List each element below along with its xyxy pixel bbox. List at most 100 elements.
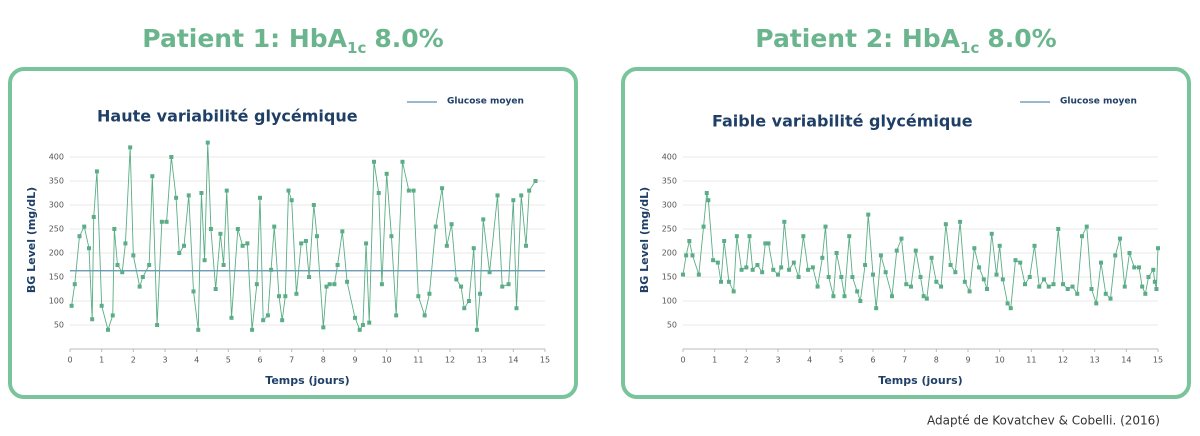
- data-point: [137, 284, 142, 289]
- data-point: [791, 260, 796, 265]
- data-point: [731, 289, 736, 294]
- data-point: [981, 277, 986, 282]
- data-point: [1046, 284, 1051, 289]
- y-tick-label: 250: [662, 225, 677, 234]
- data-point: [1143, 291, 1148, 296]
- data-point: [839, 275, 844, 279]
- data-point: [150, 174, 155, 179]
- y-tick-label: 200: [49, 249, 64, 258]
- y-tick-label: 50: [667, 321, 677, 330]
- panel-frame: [8, 67, 578, 399]
- data-point: [747, 234, 752, 239]
- data-point: [91, 215, 96, 219]
- data-point: [332, 282, 337, 287]
- data-point: [444, 243, 449, 248]
- data-point: [953, 270, 958, 275]
- data-point: [1132, 265, 1137, 270]
- data-point: [94, 169, 99, 174]
- data-point: [87, 246, 91, 251]
- data-point: [487, 270, 492, 275]
- data-point: [379, 282, 384, 287]
- y-tick-label: 400: [662, 153, 677, 162]
- data-point: [1056, 227, 1061, 231]
- data-point: [706, 198, 711, 203]
- data-point: [169, 155, 174, 159]
- x-tick-label: 15: [1153, 356, 1163, 365]
- legend-label: Glucose moyen: [447, 97, 524, 107]
- data-point: [311, 203, 316, 207]
- x-tick-label: 3: [162, 356, 167, 365]
- y-tick-label: 300: [662, 201, 677, 210]
- data-point: [989, 231, 994, 236]
- data-point: [858, 299, 863, 303]
- data-point: [360, 323, 365, 327]
- chart-subtitle: Faible variabilité glycémique: [712, 112, 973, 131]
- data-point: [711, 258, 716, 263]
- data-point: [324, 284, 329, 289]
- data-point: [1146, 275, 1151, 279]
- y-tick-label: 250: [49, 225, 64, 234]
- data-point: [820, 255, 825, 260]
- data-point: [1089, 287, 1094, 291]
- data-point: [972, 246, 977, 251]
- data-point: [878, 253, 883, 258]
- data-point: [866, 212, 871, 217]
- y-axis-label: BG Level (mg/dL): [638, 187, 651, 293]
- data-point: [99, 303, 104, 308]
- data-point: [763, 241, 768, 246]
- chart-panel: Patient 1: HbA1c 8.0% Haute variabilité gl…: [8, 24, 578, 399]
- title-suffix: 8.0%: [374, 24, 443, 53]
- data-point: [977, 265, 982, 270]
- data-point: [289, 198, 294, 203]
- data-point: [372, 159, 376, 164]
- data-point: [240, 243, 245, 248]
- data-point: [1000, 277, 1005, 282]
- data-point: [1005, 301, 1010, 306]
- data-point: [787, 267, 792, 272]
- data-point: [715, 260, 720, 265]
- x-tick-label: 10: [995, 356, 1005, 365]
- data-point: [1108, 296, 1113, 301]
- data-point: [704, 191, 709, 195]
- data-point: [842, 294, 847, 299]
- data-point: [701, 224, 706, 229]
- data-point: [806, 267, 811, 272]
- data-point: [182, 243, 186, 248]
- data-point: [511, 198, 516, 203]
- data-point: [245, 241, 250, 246]
- data-point: [277, 294, 281, 299]
- data-point: [433, 224, 438, 229]
- data-point: [890, 294, 894, 299]
- data-point: [357, 327, 362, 332]
- y-tick-label: 150: [662, 273, 677, 282]
- data-point: [924, 296, 929, 301]
- data-point: [1103, 291, 1108, 296]
- data-point: [481, 217, 486, 222]
- data-point: [1070, 284, 1075, 289]
- data-point: [684, 253, 689, 258]
- data-point: [1156, 246, 1160, 251]
- x-tick-label: 6: [257, 356, 262, 365]
- data-point: [90, 317, 95, 322]
- data-point: [760, 270, 765, 275]
- chart-subtitle: Haute variabilité glycémique: [97, 107, 358, 126]
- x-tick-label: 6: [870, 356, 875, 365]
- data-line: [682, 192, 1159, 310]
- data-point: [801, 234, 806, 239]
- data-point: [199, 191, 204, 195]
- x-tick-label: 5: [226, 356, 231, 365]
- data-point: [261, 318, 266, 323]
- data-point: [1140, 284, 1145, 289]
- data-point: [191, 289, 196, 294]
- data-point: [766, 241, 771, 246]
- data-point: [221, 263, 226, 267]
- data-point: [958, 219, 963, 224]
- data-point: [1051, 282, 1056, 287]
- data-point: [834, 251, 839, 255]
- data-point: [918, 275, 923, 279]
- data-point: [110, 313, 115, 318]
- data-point: [186, 193, 191, 198]
- data-point: [416, 294, 421, 299]
- data-point: [831, 294, 836, 299]
